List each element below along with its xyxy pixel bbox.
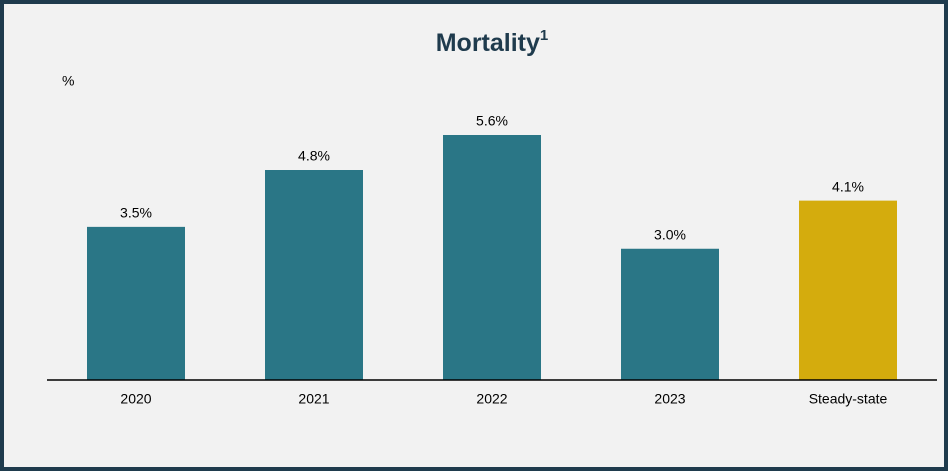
data-label: 5.6% [476, 113, 508, 129]
bar [87, 226, 185, 380]
data-label: 3.0% [654, 226, 686, 242]
bar [799, 200, 897, 380]
data-label: 3.5% [120, 205, 152, 221]
bar [443, 135, 541, 380]
x-tick-label: 2022 [476, 391, 507, 407]
x-tick-label: 2021 [298, 391, 329, 407]
chart-title-group: Mortality1 [436, 27, 549, 57]
title-superscript: 1 [540, 27, 548, 44]
data-label: 4.1% [832, 178, 864, 194]
chart-title: Mortality [436, 29, 540, 57]
bar [621, 248, 719, 380]
data-label: 4.8% [298, 148, 330, 164]
y-axis-label: % [62, 73, 74, 89]
bar [265, 170, 363, 380]
x-tick-label: 2023 [654, 391, 685, 407]
x-tick-label: Steady-state [809, 391, 888, 407]
x-tick-label: 2020 [120, 391, 151, 407]
